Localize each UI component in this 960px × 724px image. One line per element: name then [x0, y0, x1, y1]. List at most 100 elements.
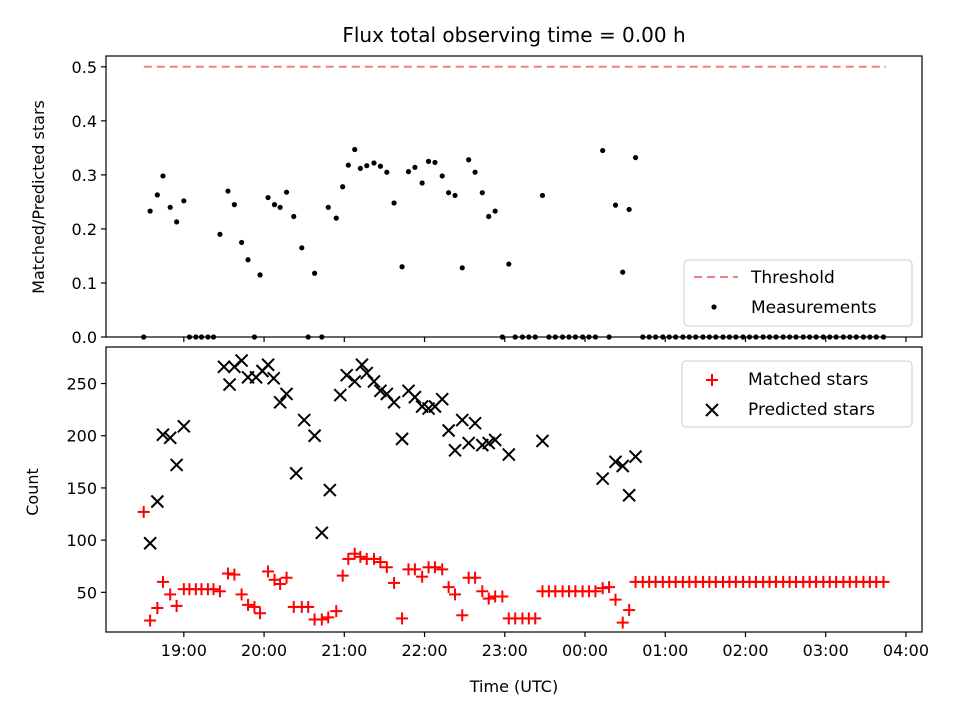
predicted-star-point	[488, 433, 502, 447]
matched-star-point	[228, 568, 241, 581]
bottom-y-tick-label: 100	[66, 531, 97, 550]
matched-star-point	[354, 550, 367, 563]
ratio-plot-area: 0.0 0.1 0.2 0.3 0.4 0.5	[72, 55, 923, 347]
measurement-point	[600, 147, 606, 154]
measurement-point	[371, 160, 377, 166]
count-plot-area: 50 100 150 200 250 19:00 20:00 21:00 22:00 23:00 0…	[66, 346, 929, 660]
predicted-star-point-b	[441, 423, 456, 438]
measurement-point	[325, 204, 331, 210]
predicted-star-point	[461, 436, 476, 450]
measurement-point	[446, 190, 452, 196]
bottom-y-tick-label: 50	[77, 583, 97, 602]
predicted-star-point-b	[535, 434, 550, 448]
predicted-star-point-b	[273, 395, 287, 410]
measurement-point	[466, 157, 472, 163]
matched-star-point	[274, 577, 287, 590]
matched-star-point	[336, 569, 349, 582]
measurement-point	[167, 204, 173, 210]
predicted-star-point-b	[595, 471, 610, 486]
top-y-tick-label: 0.3	[72, 166, 97, 185]
measurement-point	[364, 163, 370, 169]
matched-star-point	[469, 571, 482, 584]
measurement-point	[399, 264, 405, 270]
measurement-point	[181, 198, 187, 204]
predicted-star-point-b	[222, 377, 237, 392]
predicted-star-point-b	[348, 374, 362, 389]
matched-star-point	[436, 563, 449, 576]
measurement-point	[486, 213, 492, 220]
predicted-star-point-b	[482, 436, 496, 450]
predicted-legend-label: Predicted stars	[748, 400, 875, 420]
matched-star-point	[388, 576, 401, 589]
matched-star-point	[482, 592, 495, 605]
predicted-star-point	[373, 384, 388, 398]
bottom-legend-box	[681, 360, 913, 428]
predicted-star-point-b	[448, 443, 462, 458]
matched-star-point	[248, 600, 261, 613]
predicted-star-point	[502, 447, 516, 462]
measurement-point	[425, 158, 432, 164]
matched-star-point	[330, 605, 343, 618]
predicted-star-point-b	[315, 526, 329, 540]
matched-star-point	[603, 581, 616, 594]
predicted-star-point	[441, 423, 456, 438]
predicted-star-point-b	[289, 466, 303, 481]
predicted-star-point	[279, 387, 294, 401]
measurement-point	[612, 202, 619, 208]
predicted-star-point	[367, 374, 381, 389]
measurement-point	[357, 165, 363, 171]
measurement-point	[225, 188, 231, 194]
measurement-point	[352, 146, 358, 153]
top-y-tick-label: 0.1	[72, 274, 97, 293]
predicted-star-point	[266, 371, 281, 386]
predicted-star-point-b	[355, 358, 369, 372]
predicted-star-point-b	[408, 390, 422, 404]
matched-star-point	[280, 571, 293, 584]
predicted-star-point	[150, 494, 165, 509]
matched-star-point	[315, 613, 328, 626]
measurement-point	[479, 190, 485, 196]
predicted-star-point	[535, 434, 550, 448]
top-legend: Threshold Measurements	[683, 259, 913, 327]
measurement-point	[377, 163, 384, 169]
measurement-point	[245, 257, 251, 263]
chart-title: Flux total observing time = 0.00 h	[342, 23, 685, 47]
bottom-y-axis-label: Count	[23, 468, 42, 516]
predicted-star-point	[395, 432, 409, 446]
predicted-star-point	[595, 471, 610, 486]
matched-star-point	[529, 612, 542, 625]
threshold-legend-label: Threshold	[750, 268, 835, 288]
predicted-star-point	[448, 443, 462, 458]
predicted-star-point	[622, 488, 636, 502]
predicted-star-point-b	[169, 458, 184, 472]
predicted-star-point-b	[455, 413, 469, 427]
measurement-point	[291, 213, 297, 220]
matched-star-point	[144, 614, 157, 627]
measurement-point	[492, 208, 498, 214]
measurement-point	[412, 164, 418, 170]
predicted-star-point-b	[360, 366, 374, 380]
predicted-star-point	[307, 429, 322, 443]
matched-star-point	[616, 616, 629, 629]
predicted-star-point-b	[461, 436, 476, 450]
predicted-star-point-b	[435, 392, 449, 406]
measurement-point	[432, 159, 438, 166]
predicted-star-point	[355, 358, 369, 372]
top-y-tick-label: 0.0	[72, 328, 97, 347]
bottom-axes-frame	[105, 346, 923, 633]
predicted-star-point	[323, 483, 337, 497]
predicted-star-point	[143, 536, 157, 550]
bottom-y-tick-label: 200	[66, 427, 97, 446]
top-axes-frame	[105, 55, 923, 338]
matched-star-point	[877, 575, 890, 588]
bottom-x-tick-label: 21:00	[321, 641, 367, 660]
bottom-x-tick-label: 20:00	[241, 641, 287, 660]
predicted-star-point-b	[333, 388, 347, 402]
predicted-star-point-b	[628, 449, 643, 464]
predicted-star-point-b	[367, 374, 381, 389]
matched-star-point	[156, 575, 169, 588]
bottom-x-tick-label: 19:00	[161, 641, 207, 660]
predicted-star-point	[261, 358, 275, 372]
measurement-point	[472, 169, 478, 175]
